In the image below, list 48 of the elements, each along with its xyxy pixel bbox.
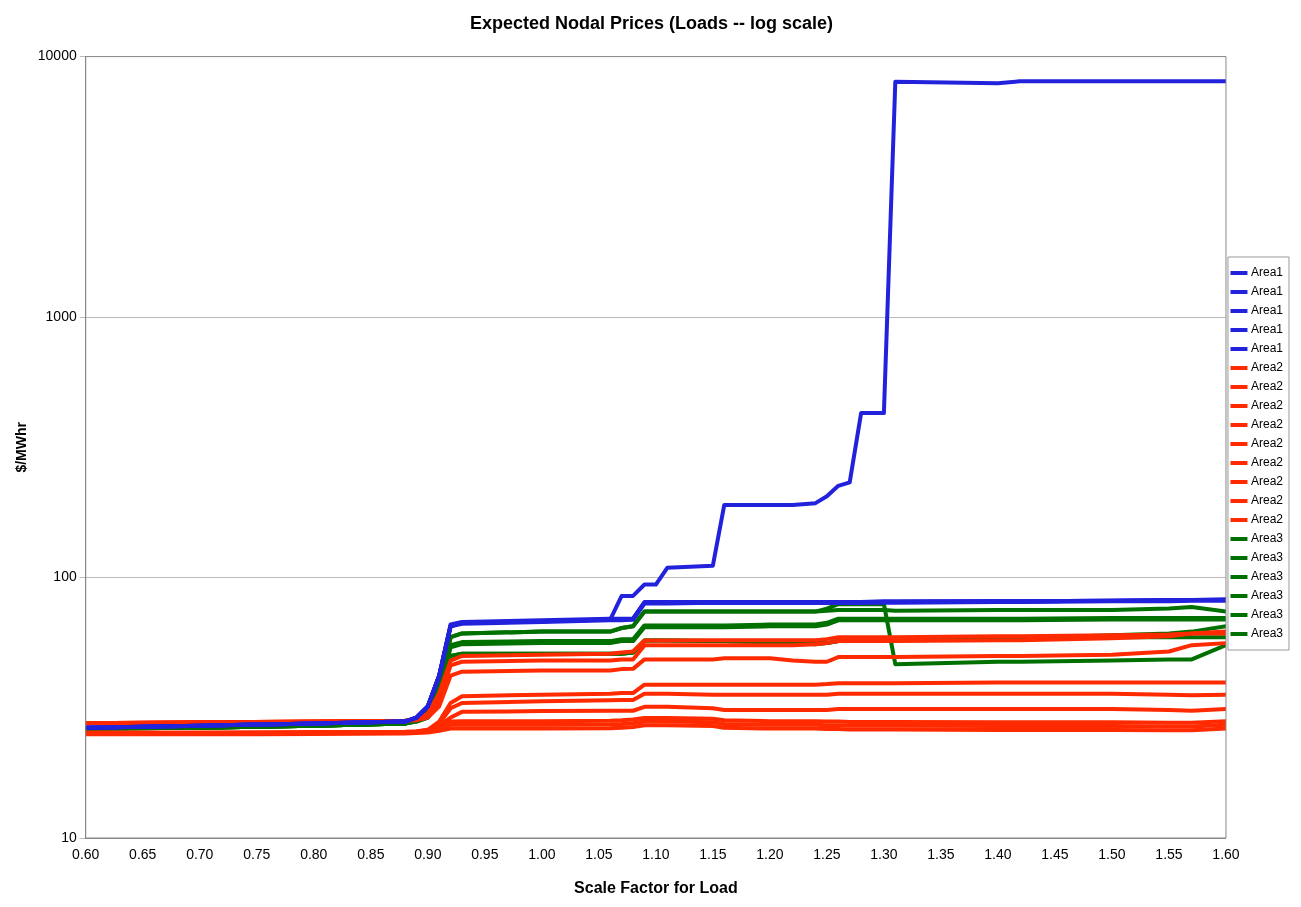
legend-label: Area3 — [1250, 569, 1284, 584]
legend-label: Area1 — [1250, 322, 1284, 337]
legend-label: Area2 — [1250, 398, 1284, 413]
x-tick-label: 0.95 — [471, 846, 499, 863]
x-tick-label: 1.30 — [870, 846, 898, 863]
legend-label: Area2 — [1250, 417, 1284, 432]
x-tick-label: 1.10 — [642, 846, 670, 863]
x-tick-label: 0.70 — [186, 846, 214, 863]
x-tick-label: 1.45 — [1041, 846, 1069, 863]
y-axis-title: $/MWhr — [13, 421, 30, 473]
legend-label: Area2 — [1250, 436, 1284, 451]
x-tick-label: 1.20 — [756, 846, 784, 863]
x-axis-title: Scale Factor for Load — [574, 878, 738, 896]
x-tick-label: 0.65 — [129, 846, 157, 863]
legend-label: Area2 — [1250, 493, 1284, 508]
y-tick-label: 100 — [53, 568, 77, 585]
legend-label: Area1 — [1250, 265, 1284, 280]
x-tick-label: 1.25 — [813, 846, 841, 863]
y-tick-label: 10000 — [37, 47, 77, 64]
legend-label: Area3 — [1250, 626, 1284, 641]
legend-label: Area3 — [1250, 607, 1284, 622]
legend-label: Area2 — [1250, 512, 1284, 527]
legend-label: Area2 — [1250, 379, 1284, 394]
x-tick-label: 0.60 — [72, 846, 100, 863]
legend-label: Area3 — [1250, 531, 1284, 546]
legend-label: Area1 — [1250, 341, 1284, 356]
y-tick-label: 10 — [61, 828, 77, 845]
x-tick-label: 0.75 — [243, 846, 271, 863]
x-tick-label: 1.55 — [1155, 846, 1183, 863]
legend-label: Area1 — [1250, 303, 1284, 318]
chart-title: Expected Nodal Prices (Loads -- log scale) — [469, 12, 834, 33]
legend-label: Area1 — [1250, 284, 1284, 299]
y-tick-label: 1000 — [45, 307, 77, 324]
legend-label: Area3 — [1250, 550, 1284, 565]
x-tick-label: 1.60 — [1212, 846, 1240, 863]
legend-label: Area2 — [1250, 360, 1284, 375]
x-tick-label: 0.90 — [414, 846, 442, 863]
x-tick-label: 1.00 — [528, 846, 556, 863]
x-tick-label: 0.80 — [300, 846, 328, 863]
x-tick-label: 1.05 — [585, 846, 613, 863]
x-tick-label: 1.50 — [1098, 846, 1126, 863]
legend-label: Area2 — [1250, 474, 1284, 489]
x-tick-label: 1.15 — [699, 846, 727, 863]
legend-label: Area2 — [1250, 455, 1284, 470]
x-tick-label: 1.40 — [984, 846, 1012, 863]
x-tick-label: 1.35 — [927, 846, 955, 863]
x-tick-label: 0.85 — [357, 846, 385, 863]
legend-label: Area3 — [1250, 588, 1284, 603]
